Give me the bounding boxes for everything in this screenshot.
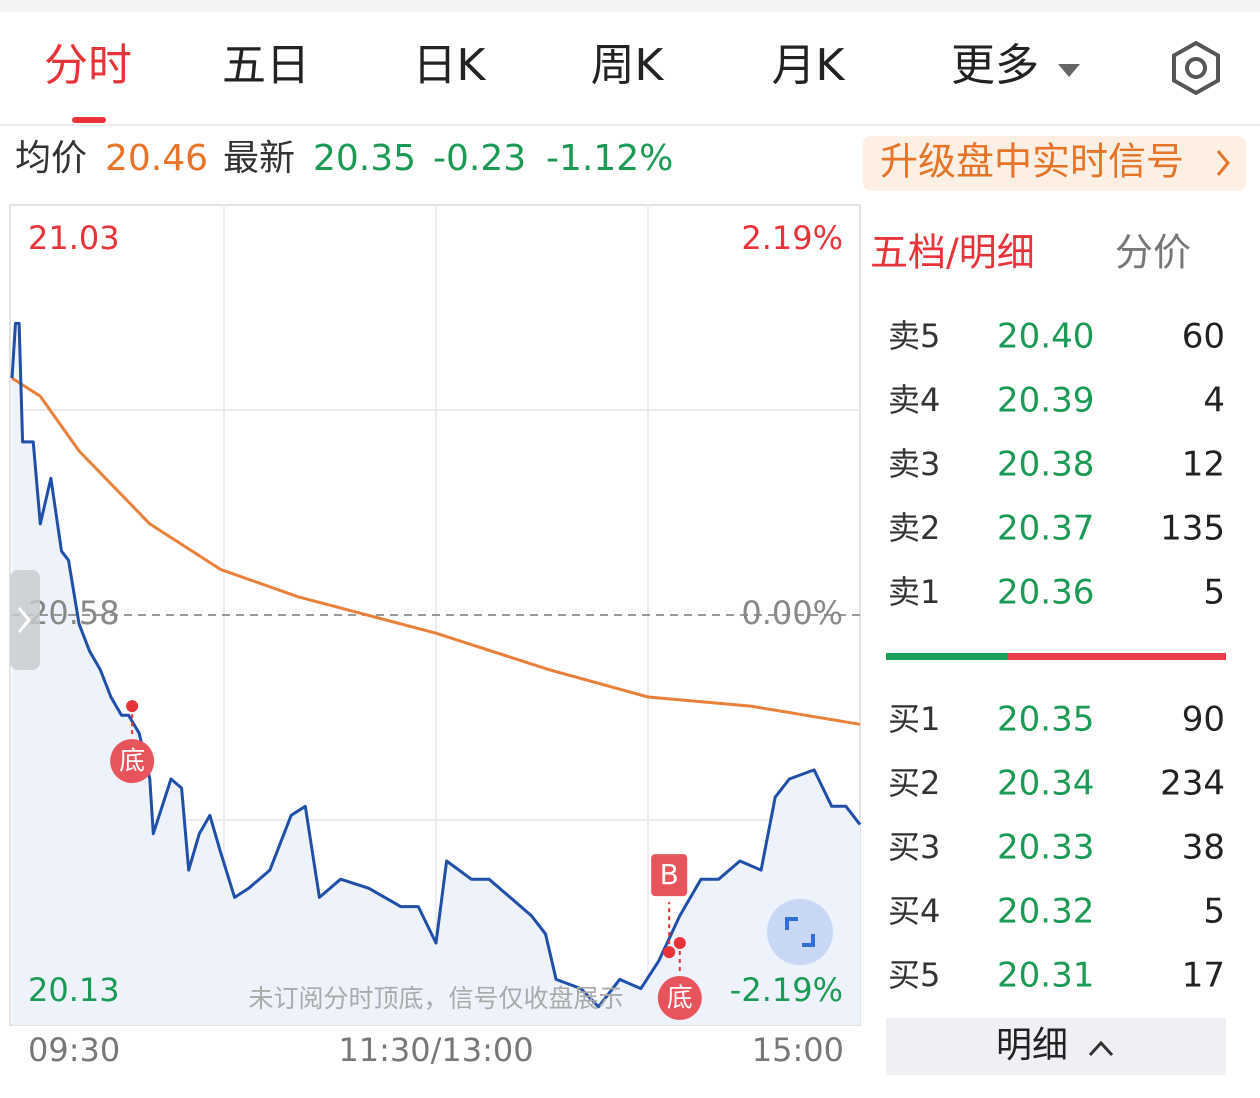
buy-ratio-bar bbox=[886, 653, 1008, 660]
level-price: 20.40 bbox=[997, 317, 1094, 357]
tab[interactable]: 五日 bbox=[222, 40, 310, 91]
level-volume: 12 bbox=[1182, 445, 1225, 485]
level-label: 买1 bbox=[888, 700, 940, 738]
avg-label: 均价 bbox=[15, 138, 87, 179]
level-label: 买2 bbox=[888, 764, 940, 802]
y-tick-label: 21.03 bbox=[28, 219, 120, 257]
level-price: 20.37 bbox=[997, 509, 1094, 549]
level-volume: 60 bbox=[1182, 317, 1225, 357]
level-label: 买4 bbox=[888, 892, 940, 930]
level-label: 卖3 bbox=[888, 445, 940, 483]
level-volume: 38 bbox=[1182, 828, 1225, 868]
level-volume: 4 bbox=[1203, 381, 1225, 421]
level-price: 20.36 bbox=[997, 573, 1094, 613]
avg-value: 20.46 bbox=[105, 138, 208, 179]
level-price: 20.39 bbox=[997, 381, 1094, 421]
price-area bbox=[12, 323, 860, 1025]
series-line bbox=[11, 376, 861, 726]
order-tab[interactable]: 五档/明细 bbox=[870, 231, 1035, 275]
tab[interactable]: 月K bbox=[772, 40, 846, 91]
level-price: 20.35 bbox=[997, 700, 1094, 740]
level-label: 买5 bbox=[888, 956, 940, 994]
level-label: 卖5 bbox=[888, 317, 940, 355]
latest-label: 最新 bbox=[223, 138, 295, 179]
tab[interactable]: 日K bbox=[413, 40, 487, 91]
watermark: 未订阅分时顶底，信号仅收盘展示 bbox=[248, 984, 623, 1013]
tab[interactable]: 更多 bbox=[951, 40, 1039, 91]
level-volume: 135 bbox=[1160, 509, 1225, 549]
series-line bbox=[10, 321, 862, 1009]
latest-value: 20.35 bbox=[313, 138, 416, 179]
change-percent: -1.12% bbox=[546, 138, 673, 179]
signal-badge bbox=[110, 739, 155, 784]
promo-text[interactable]: 升级盘中实时信号 bbox=[880, 140, 1184, 184]
y2-tick-label: 2.19% bbox=[741, 219, 843, 257]
level-price: 20.32 bbox=[997, 892, 1094, 932]
x-tick-label: 15:00 bbox=[752, 1031, 844, 1069]
level-volume: 90 bbox=[1182, 700, 1225, 740]
signal-label: 底 bbox=[667, 984, 693, 1014]
fullscreen-button[interactable] bbox=[767, 899, 833, 965]
change-value: -0.23 bbox=[433, 138, 526, 179]
signal-badge bbox=[651, 854, 688, 897]
promo-button[interactable] bbox=[863, 136, 1246, 191]
expand-handle[interactable] bbox=[10, 570, 40, 670]
more-caret bbox=[1058, 64, 1080, 77]
signal-badge bbox=[657, 976, 702, 1020]
level-price: 20.38 bbox=[997, 445, 1094, 485]
status-strip bbox=[0, 0, 1260, 12]
order-tab[interactable]: 分价 bbox=[1115, 231, 1191, 275]
level-label: 买3 bbox=[888, 828, 940, 866]
sell-ratio-bar bbox=[1008, 653, 1226, 660]
level-price: 20.33 bbox=[997, 828, 1094, 868]
y2-tick-label: -2.19% bbox=[730, 971, 843, 1009]
signal-label: 底 bbox=[119, 747, 145, 777]
x-tick-label: 11:30/13:00 bbox=[338, 1031, 533, 1069]
x-tick-label: 09:30 bbox=[28, 1031, 120, 1069]
settings-button[interactable] bbox=[1172, 40, 1220, 96]
level-volume: 5 bbox=[1203, 892, 1225, 932]
detail-label[interactable]: 明细 bbox=[996, 1025, 1068, 1066]
level-label: 卖1 bbox=[888, 573, 940, 611]
tab[interactable]: 分时 bbox=[44, 40, 132, 91]
signal-label: B bbox=[660, 858, 679, 891]
level-volume: 5 bbox=[1203, 573, 1225, 613]
level-label: 卖4 bbox=[888, 381, 940, 419]
tab[interactable]: 周K bbox=[591, 40, 665, 91]
detail-button[interactable] bbox=[886, 1018, 1226, 1075]
y2-tick-label: 0.00% bbox=[741, 594, 843, 632]
level-label: 卖2 bbox=[888, 509, 940, 547]
chart: 21.0320.5820.132.19%0.00%-2.19%未订阅分时顶底，信… bbox=[10, 205, 862, 1025]
level-volume: 17 bbox=[1182, 956, 1225, 996]
level-price: 20.31 bbox=[997, 956, 1094, 996]
active-tab-indicator bbox=[72, 117, 106, 123]
y-tick-label: 20.13 bbox=[28, 971, 120, 1009]
level-volume: 234 bbox=[1160, 764, 1225, 804]
level-price: 20.34 bbox=[997, 764, 1094, 804]
